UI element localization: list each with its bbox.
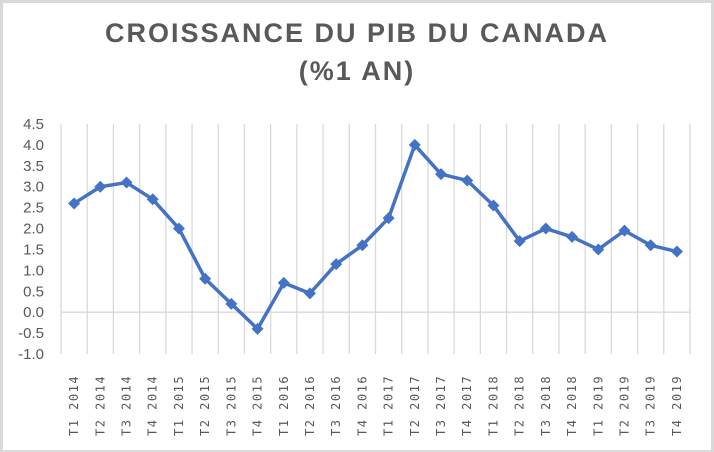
diamond-marker bbox=[618, 224, 631, 237]
gridlines bbox=[60, 124, 691, 354]
chart-title: CROISSANCE DU PIB DU CANADA (%1 AN) bbox=[0, 14, 714, 90]
x-tick-label: T2 2014 bbox=[93, 375, 107, 436]
diamond-marker bbox=[382, 212, 395, 225]
diamond-marker bbox=[408, 138, 421, 151]
diamond-marker bbox=[435, 168, 448, 181]
x-tick-label: T1 2014 bbox=[67, 375, 81, 436]
y-tick-label: 4.5 bbox=[23, 116, 44, 133]
y-tick-label: 1.0 bbox=[23, 262, 44, 279]
diamond-marker bbox=[120, 176, 133, 189]
x-tick-label: T1 2017 bbox=[382, 375, 396, 436]
x-tick-label: T3 2015 bbox=[224, 375, 238, 436]
x-tick-label: T4 2019 bbox=[670, 375, 684, 436]
x-tick-label: T2 2018 bbox=[513, 375, 527, 436]
diamond-marker bbox=[566, 230, 579, 243]
diamond-marker bbox=[303, 287, 316, 300]
x-tick-label: T1 2016 bbox=[277, 375, 291, 436]
y-tick-label: 2.5 bbox=[23, 200, 44, 217]
data-series bbox=[68, 138, 683, 335]
y-tick-label: -0.5 bbox=[18, 325, 44, 342]
diamond-marker bbox=[68, 197, 81, 210]
diamond-marker bbox=[513, 235, 526, 248]
x-tick-label: T4 2016 bbox=[355, 375, 369, 436]
x-tick-label: T1 2015 bbox=[172, 375, 186, 436]
x-tick-label: T4 2017 bbox=[460, 375, 474, 436]
y-tick-label: 2.0 bbox=[23, 221, 44, 238]
y-tick-label: 0.0 bbox=[23, 304, 44, 321]
x-tick-label: T3 2017 bbox=[434, 375, 448, 436]
diamond-marker bbox=[592, 243, 605, 256]
y-tick-label: 4.0 bbox=[23, 137, 44, 154]
y-tick-label: 1.5 bbox=[23, 241, 44, 258]
y-tick-label: 3.0 bbox=[23, 179, 44, 196]
diamond-marker bbox=[277, 276, 290, 289]
diamond-marker bbox=[670, 245, 683, 258]
x-tick-label: T4 2014 bbox=[146, 375, 160, 436]
diamond-marker bbox=[94, 180, 107, 193]
x-tick-label: T2 2017 bbox=[408, 375, 422, 436]
x-tick-label: T2 2019 bbox=[617, 375, 631, 436]
diamond-marker bbox=[146, 193, 159, 206]
x-tick-label: T1 2019 bbox=[591, 375, 605, 436]
diamond-marker bbox=[539, 222, 552, 235]
diamond-marker bbox=[172, 222, 185, 235]
x-tick-label: T2 2016 bbox=[303, 375, 317, 436]
y-tick-label: 0.5 bbox=[23, 283, 44, 300]
diamond-marker bbox=[251, 322, 264, 335]
diamond-marker bbox=[225, 297, 238, 310]
chart-title-line-2: (%1 AN) bbox=[298, 56, 416, 86]
x-tick-label: T1 2018 bbox=[486, 375, 500, 436]
y-axis: 4.5 4.0 3.5 3.0 2.5 2.0 1.5 1.0 0.5 0.0 -0.5 -1.0 bbox=[18, 116, 44, 363]
diamond-marker bbox=[330, 258, 343, 271]
diamond-marker bbox=[644, 239, 657, 252]
x-tick-label: T3 2016 bbox=[329, 375, 343, 436]
y-tick-label: 3.5 bbox=[23, 158, 44, 175]
x-tick-label: T3 2018 bbox=[539, 375, 553, 436]
diamond-marker bbox=[461, 174, 474, 187]
chart-title-line-1: CROISSANCE DU PIB DU CANADA bbox=[104, 18, 610, 48]
diamond-marker bbox=[487, 199, 500, 212]
x-axis: T1 2014 T2 2014 T3 2014 T4 2014 T1 2015 T2 20… bbox=[67, 375, 684, 436]
x-tick-label: T2 2015 bbox=[198, 375, 212, 436]
x-tick-label: T4 2018 bbox=[565, 375, 579, 436]
y-tick-label: -1.0 bbox=[18, 346, 44, 363]
x-tick-label: T3 2019 bbox=[644, 375, 658, 436]
series-line bbox=[73, 143, 678, 331]
diamond-marker bbox=[199, 272, 212, 285]
x-tick-label: T4 2015 bbox=[251, 375, 265, 436]
diamond-marker bbox=[356, 239, 369, 252]
x-tick-label: T3 2014 bbox=[120, 375, 134, 436]
